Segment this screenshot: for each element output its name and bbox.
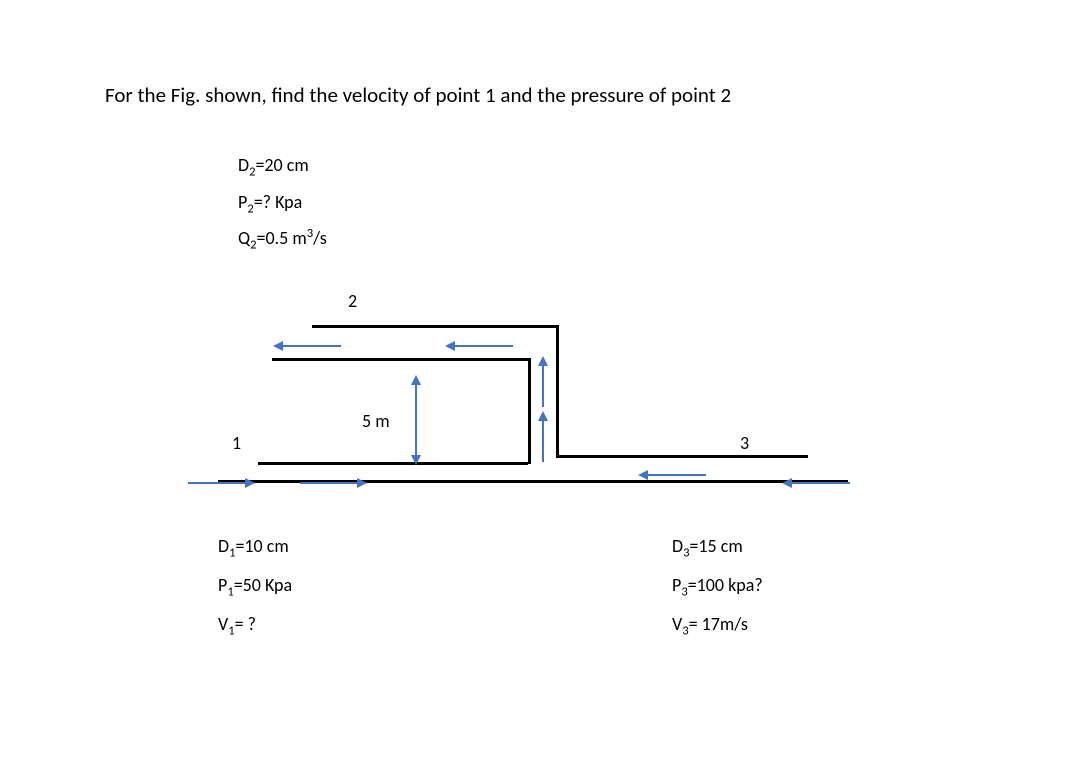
- arrow-inlet3-line: [792, 482, 850, 484]
- point2-label: 2: [348, 290, 357, 312]
- point3-data-block: D3=15 cm P3=100 kpa? V3= 17m/s: [672, 528, 763, 645]
- arrow-elevation-head-up: [411, 375, 421, 385]
- point3-diameter: D3=15 cm: [672, 528, 763, 567]
- point3-label: 3: [740, 432, 749, 454]
- upper-pipe-bottom: [272, 358, 528, 361]
- point1-diameter: D1=10 cm: [218, 528, 292, 567]
- lower-pipe-top-left: [258, 462, 528, 465]
- arrow-inlet1-head: [245, 478, 255, 488]
- point1-velocity: V1= ?: [218, 606, 292, 645]
- arrow-inlet3-head: [782, 478, 792, 488]
- upper-pipe-top: [312, 325, 556, 328]
- arrow-elevation-line: [415, 384, 417, 456]
- point1-data-block: D1=10 cm P1=50 Kpa V1= ?: [218, 528, 292, 645]
- point2-diameter: D2=20 cm: [238, 148, 327, 185]
- point1-label: 1: [232, 432, 241, 454]
- point2-data-block: D2=20 cm P2=? Kpa Q2=0.5 m3/s: [238, 148, 327, 258]
- point2-flowrate: Q2=0.5 m3/s: [238, 221, 327, 258]
- arrow-upper1-line: [455, 345, 513, 347]
- point3-velocity: V3= 17m/s: [672, 606, 763, 645]
- arrow-elevation-head-down: [411, 455, 421, 465]
- arrow-riser1-line: [542, 420, 544, 462]
- riser-right: [556, 325, 559, 457]
- arrow-riser2-head: [538, 356, 548, 366]
- point3-pressure: P3=100 kpa?: [672, 567, 763, 606]
- point2-pressure: P2=? Kpa: [238, 185, 327, 222]
- arrow-flow-lower-right-line: [648, 474, 706, 476]
- riser-left: [528, 358, 531, 464]
- problem-statement: For the Fig. shown, find the velocity of…: [105, 82, 731, 108]
- arrow-flow-lower-left-line: [300, 482, 358, 484]
- arrow-upper2-head: [273, 341, 283, 351]
- arrow-upper2-line: [283, 345, 341, 347]
- arrow-inlet1-line: [188, 482, 246, 484]
- arrow-flow-lower-left-head: [357, 478, 367, 488]
- point1-pressure: P1=50 Kpa: [218, 567, 292, 606]
- height-label: 5 m: [362, 410, 390, 432]
- page-container: For the Fig. shown, find the velocity of…: [0, 0, 1066, 765]
- arrow-riser1-head: [538, 411, 548, 421]
- arrow-flow-lower-right-head: [638, 470, 648, 480]
- arrow-upper1-head: [445, 341, 455, 351]
- arrow-riser2-line: [542, 365, 544, 407]
- lower-pipe-top-right: [556, 455, 808, 458]
